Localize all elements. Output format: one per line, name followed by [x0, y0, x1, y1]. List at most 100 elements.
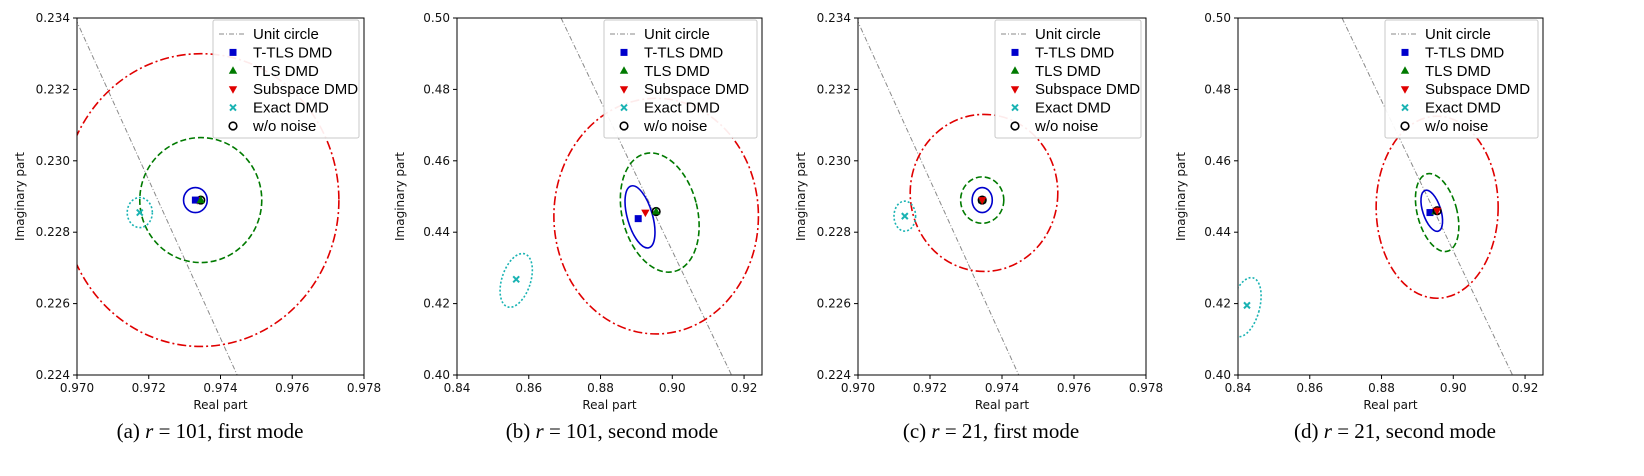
y-tick-label: 0.48: [1204, 82, 1231, 96]
y-axis-label: Imaginary part: [13, 152, 27, 241]
exact-point: [901, 212, 909, 220]
y-tick-label: 0.228: [36, 225, 70, 239]
y-tick-label: 0.50: [1204, 11, 1231, 25]
legend-label-unit: Unit circle: [1425, 26, 1491, 43]
legend-tls-marker: [228, 66, 238, 74]
legend-label-unit: Unit circle: [253, 26, 319, 43]
unit-circle-line: [77, 20, 238, 375]
exact-ellipse: [893, 200, 917, 232]
x-tick-label: 0.86: [1296, 381, 1323, 395]
y-tick-label: 0.224: [817, 368, 851, 382]
legend-tls-marker: [1400, 66, 1410, 74]
y-tick-label: 0.226: [36, 297, 70, 311]
y-tick-label: 0.234: [817, 11, 851, 25]
legend-label-ttls: T-TLS DMD: [1425, 44, 1504, 61]
legend-box: [1384, 19, 1539, 139]
legend-box: [212, 19, 360, 139]
y-tick-label: 0.44: [423, 225, 450, 239]
legend-clean-marker: [1010, 121, 1020, 131]
legend-exact-marker: [1011, 103, 1019, 112]
x-tick-label: 0.978: [1129, 381, 1163, 395]
legend-clean-marker: [619, 121, 629, 131]
legend-label-unit: Unit circle: [644, 26, 710, 43]
panel-c: 0.970 0.972 0.974 0.976 0.978 0.224 0.226 0.228…: [794, 11, 1163, 443]
caption-b: (b) r = 101, second mode: [506, 419, 719, 443]
x-tick-label: 0.84: [444, 381, 471, 395]
y-axis-label: Imaginary part: [794, 152, 808, 241]
legend-label-exact: Exact DMD: [253, 100, 329, 117]
legend-label-exact: Exact DMD: [1035, 100, 1111, 117]
caption-d: (d) r = 21, second mode: [1294, 419, 1496, 443]
caption-variable: r: [931, 419, 940, 443]
unit-circle-line: [858, 20, 1020, 375]
legend-label-unit: Unit circle: [1035, 26, 1101, 43]
panel-b: 0.84 0.86 0.88 0.90 0.92 0.40 0.42 0.44 0.46 0.48…: [393, 11, 763, 443]
y-tick-label: 0.230: [36, 154, 70, 168]
sub-point: [1432, 207, 1442, 216]
exact-point: [1243, 301, 1251, 310]
ttls-point: [1426, 209, 1434, 217]
axes-frame: [1237, 17, 1544, 376]
x-tick-label: 0.974: [203, 381, 237, 395]
panel-a: 0.970 0.972 0.974 0.976 0.978 0.224 0.226 0.228…: [13, 11, 381, 443]
x-tick-label: 0.88: [587, 381, 614, 395]
sub-point: [978, 197, 987, 205]
x-tick-label: 0.88: [1368, 381, 1395, 395]
x-tick-label: 0.970: [841, 381, 875, 395]
caption-a: (a) r = 101, first mode: [117, 419, 304, 443]
legend-label-ttls: T-TLS DMD: [1035, 44, 1114, 61]
y-tick-label: 0.228: [817, 225, 851, 239]
plot-area: [858, 20, 1059, 375]
legend-exact-marker: [1401, 103, 1409, 112]
x-axis-label: Real part: [193, 398, 248, 412]
exact-ellipse: [1238, 276, 1262, 338]
sub-point: [641, 209, 650, 218]
plot-area: [77, 20, 340, 375]
x-tick-label: 0.90: [1440, 381, 1467, 395]
caption-variable: r: [1324, 419, 1333, 443]
y-tick-label: 0.42: [1204, 297, 1231, 311]
legend-sub-marker: [228, 86, 238, 94]
sub-ellipse: [909, 113, 1059, 273]
exact-ellipse: [499, 252, 534, 309]
exact-point: [136, 208, 144, 217]
y-tick-label: 0.232: [36, 82, 70, 96]
legend-sub-marker: [1400, 86, 1410, 94]
y-tick-label: 0.40: [423, 368, 450, 382]
y-tick-label: 0.232: [817, 82, 851, 96]
tls-ellipse: [1414, 172, 1460, 253]
legend-label-clean: w/o noise: [1424, 118, 1488, 135]
y-tick-label: 0.234: [36, 11, 70, 25]
legend-label-sub: Subspace DMD: [253, 81, 358, 98]
tls-ellipse: [138, 136, 263, 264]
y-tick-label: 0.44: [1204, 225, 1231, 239]
y-axis-label: Imaginary part: [393, 152, 407, 241]
caption-c: (c) r = 21, first mode: [903, 419, 1079, 443]
y-tick-label: 0.42: [423, 297, 450, 311]
legend-sub-marker: [619, 86, 629, 94]
y-tick-label: 0.46: [1204, 154, 1231, 168]
legend-box: [994, 19, 1142, 139]
x-tick-label: 0.976: [275, 381, 309, 395]
x-tick-label: 0.92: [731, 381, 758, 395]
tls-point: [651, 206, 661, 215]
legend-label-tls: TLS DMD: [1035, 63, 1101, 80]
legend-tls-marker: [1010, 66, 1020, 74]
caption-prefix: (b): [506, 419, 536, 443]
legend-sub-marker: [1010, 86, 1020, 94]
tls-point: [196, 195, 205, 204]
legend-box: [603, 19, 758, 139]
legend-label-clean: w/o noise: [1034, 118, 1098, 135]
panel-d: 0.84 0.86 0.88 0.90 0.92 0.40 0.42 0.44 0.46 0.48…: [1174, 11, 1544, 443]
ttls-point: [634, 215, 642, 223]
x-tick-label: 0.970: [60, 381, 94, 395]
y-tick-label: 0.50: [423, 11, 450, 25]
x-tick-label: 0.84: [1225, 381, 1252, 395]
legend-exact-marker: [620, 103, 628, 112]
legend-ttls-marker: [229, 48, 237, 56]
caption-suffix: = 21, first mode: [940, 419, 1080, 443]
caption-prefix: (c): [903, 419, 932, 443]
